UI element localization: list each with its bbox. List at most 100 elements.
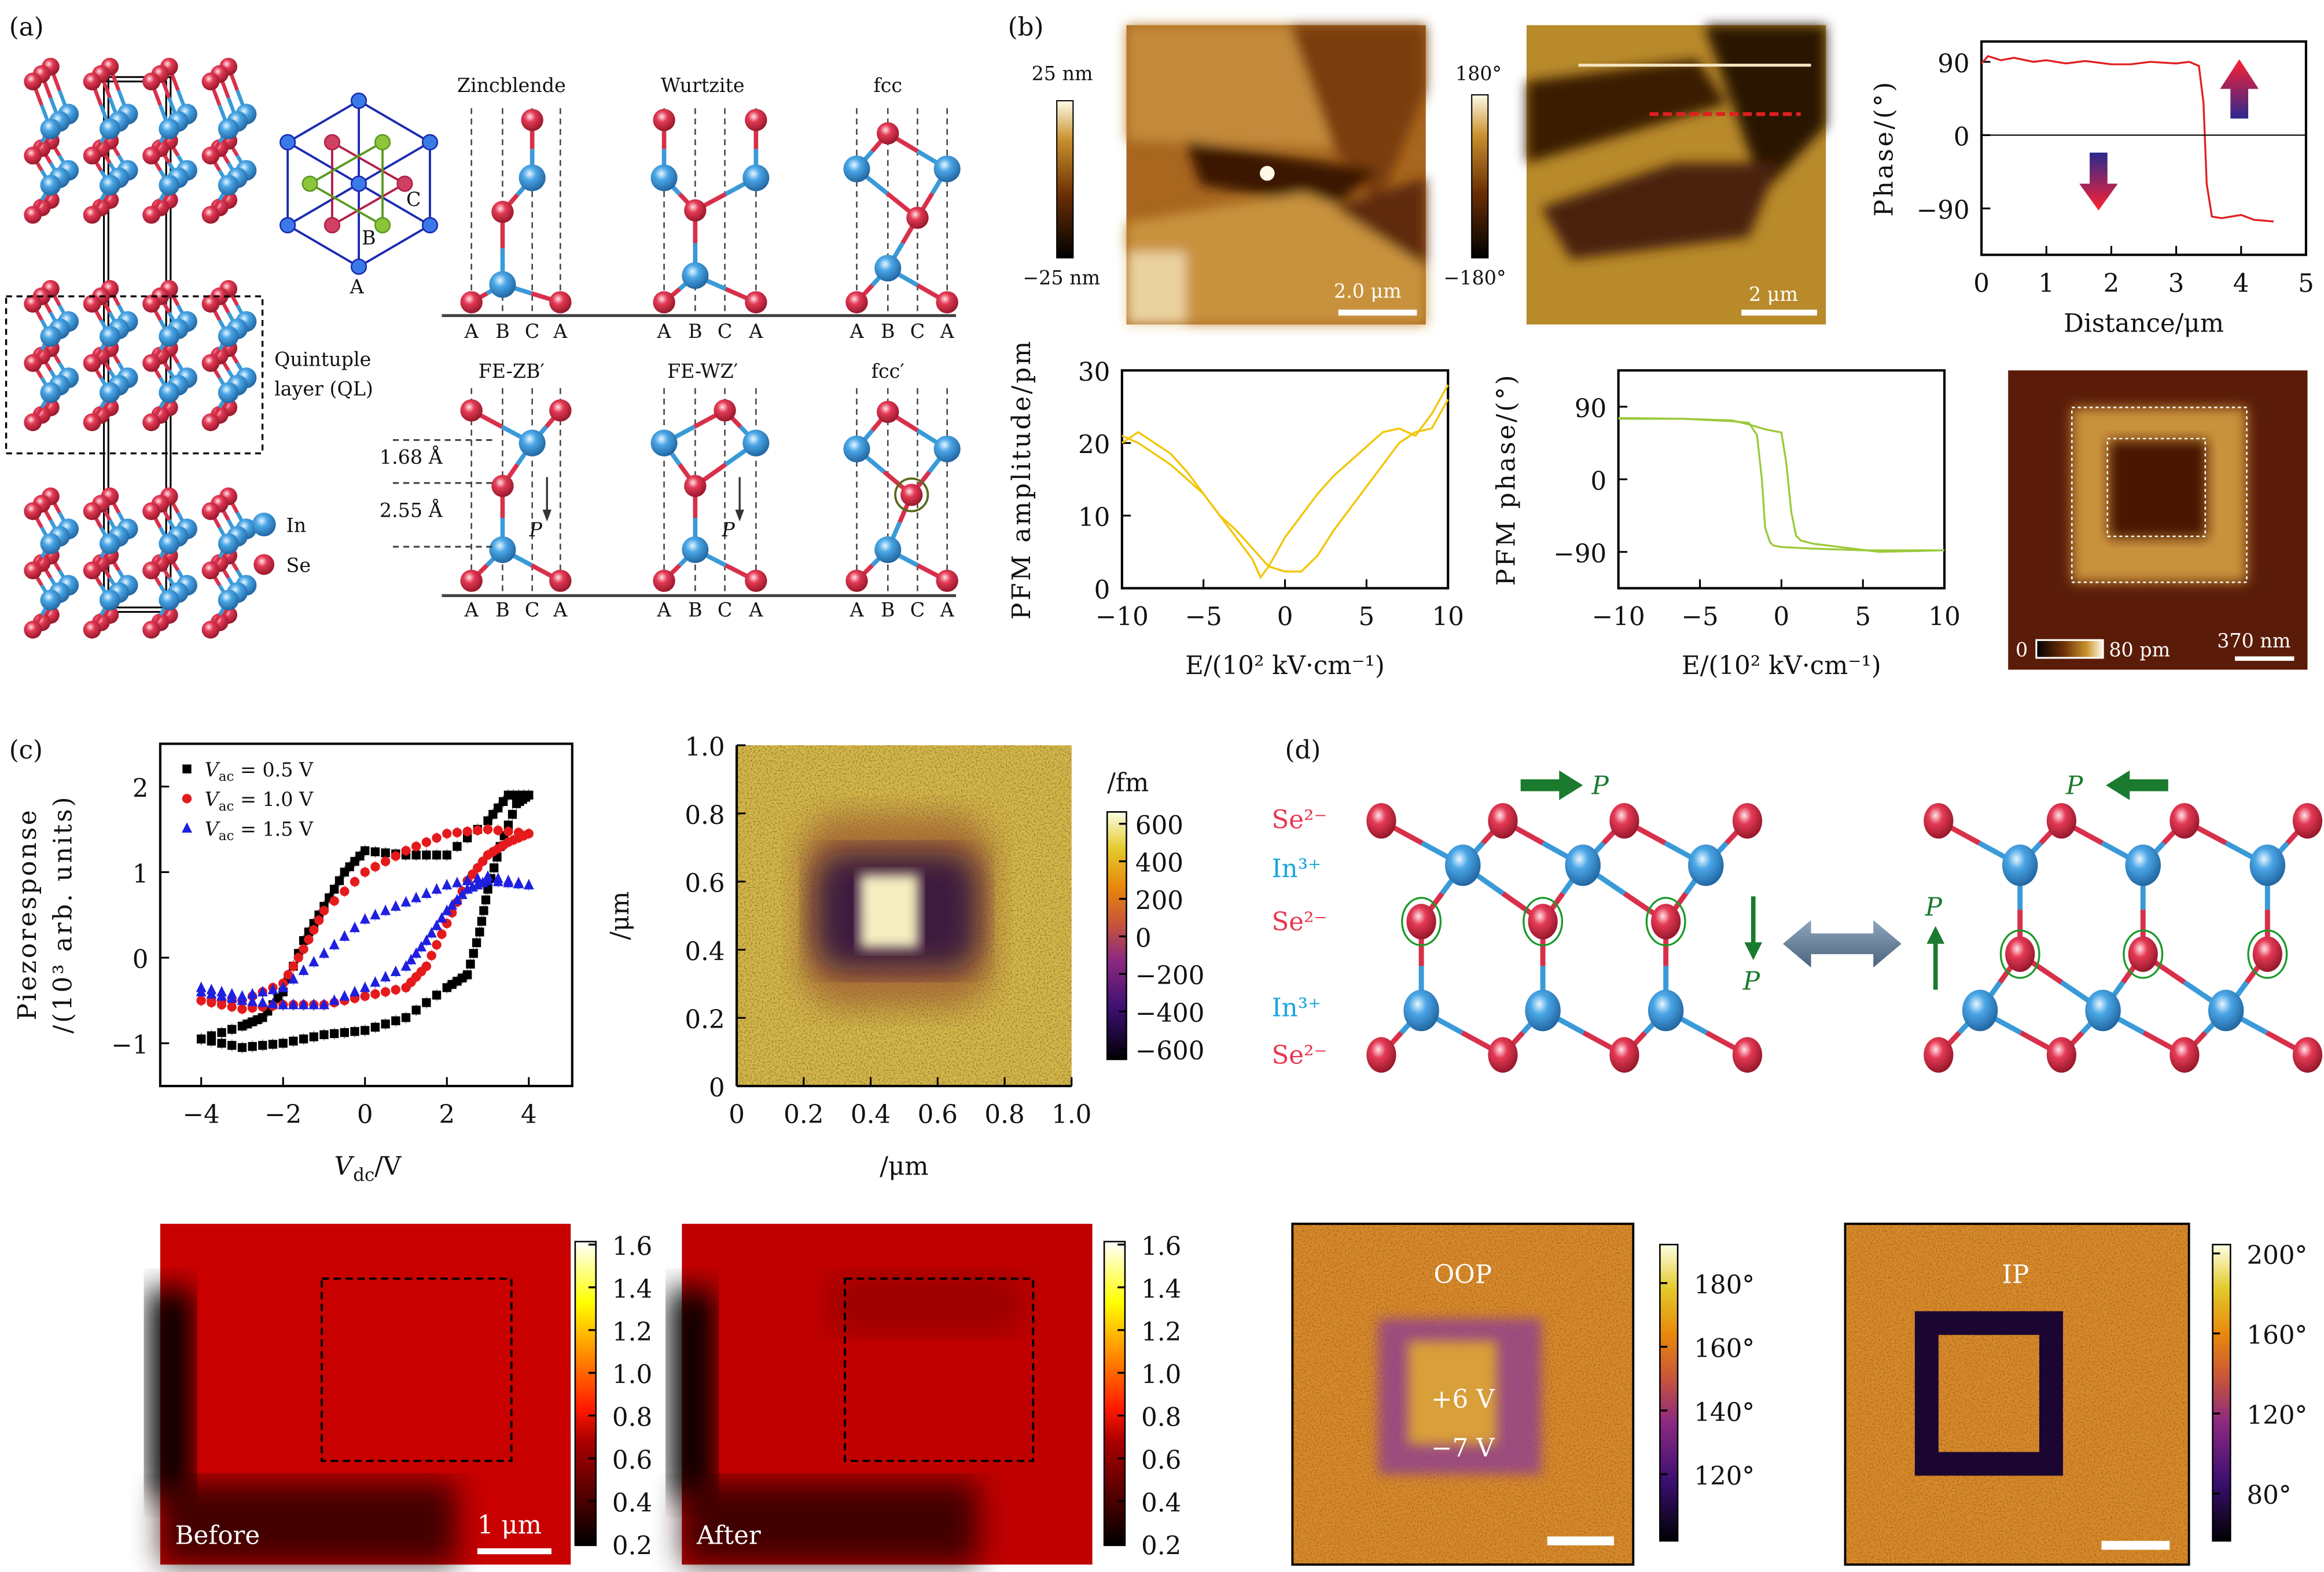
- data-point: [196, 1034, 206, 1044]
- data-point: [299, 944, 308, 954]
- oop-voltage-negative: −7 V: [1431, 1434, 1495, 1463]
- data-point: [380, 987, 391, 997]
- se-atom: [877, 400, 899, 424]
- se-atom: [2128, 936, 2158, 972]
- legend-se-atom-icon: [253, 554, 275, 575]
- plot-frame: [159, 742, 573, 1088]
- stacking-label: A: [849, 598, 864, 621]
- topography-colorbar-max: 25 nm: [1032, 62, 1093, 84]
- colorbar-tick-label: 0.2: [612, 1531, 652, 1560]
- x-tick-label: 1: [2038, 269, 2054, 298]
- data-point: [308, 999, 319, 1010]
- se-atom: [845, 569, 868, 592]
- se-atom: [201, 294, 220, 313]
- x-tick-label: −10: [1095, 603, 1149, 632]
- data-point: [340, 886, 350, 896]
- data-point: [319, 905, 329, 916]
- ip-phase-image: [1844, 1223, 2190, 1566]
- data-point: [457, 888, 468, 899]
- colorbar-tick-label: 200: [1135, 886, 1183, 915]
- x-tick-label: 0.6: [918, 1100, 958, 1129]
- se-atom: [2046, 1037, 2077, 1073]
- in-atom: [489, 536, 516, 564]
- data-point: [206, 984, 217, 995]
- colorbar-tick-label: 1.6: [612, 1232, 652, 1261]
- x-tick-label: 5: [1359, 603, 1375, 632]
- piezoresponse-x-axis-label: V_dc/V: [334, 1153, 402, 1186]
- data-point: [207, 1031, 216, 1040]
- data-point: [380, 856, 391, 867]
- stacking-label: C: [718, 320, 732, 343]
- data-point: [426, 927, 437, 938]
- colorbar-tick-label: 1.6: [1141, 1232, 1181, 1261]
- data-point: [481, 895, 491, 905]
- x-tick-label: 0.4: [851, 1100, 891, 1129]
- polarization-left-arrow-icon: [2106, 770, 2168, 800]
- data-point: [503, 826, 513, 837]
- polarization-down-arrow-icon: [2079, 152, 2118, 211]
- colorbar-tick-label: 1.0: [1141, 1361, 1181, 1390]
- stacking-label: B: [495, 598, 509, 621]
- se-atom: [906, 207, 929, 229]
- stacking-label: C: [525, 598, 539, 621]
- data-point: [329, 896, 339, 906]
- highlight-circle: [2123, 929, 2164, 979]
- stacking-position-labels: A B C A A B C A A B C AA B C A A B C A A B C A: [464, 320, 955, 621]
- se-atom: [2292, 1037, 2323, 1073]
- colorbar-tick-label: 0.8: [612, 1404, 652, 1433]
- a-site-atom: [421, 134, 439, 150]
- x-tick-label: 3: [2168, 269, 2185, 298]
- data-point: [390, 900, 401, 911]
- se-atom: [24, 413, 42, 432]
- in-atom: [99, 533, 120, 554]
- stacking-label: B: [688, 320, 702, 343]
- data-point: [411, 841, 421, 852]
- y-tick-label: 1: [133, 860, 149, 889]
- legend-marker-circle-icon: [182, 794, 192, 804]
- se-atom: [83, 502, 101, 520]
- data-point: [329, 1029, 339, 1039]
- y-tick-label: 0.2: [685, 1006, 725, 1034]
- data-point: [473, 826, 483, 835]
- panel-label-b: (b): [1008, 13, 1044, 42]
- se-atom: [142, 561, 160, 580]
- se-atom: [900, 484, 923, 506]
- y-axis-label-line2: /(10³ arb. units): [49, 795, 78, 1034]
- data-point: [258, 1041, 267, 1050]
- structure-title-fcc-prime: fcc′: [872, 360, 904, 382]
- data-point: [288, 973, 299, 984]
- stacking-label: B: [495, 320, 509, 343]
- data-point: [513, 877, 524, 888]
- in-atom: [2249, 844, 2286, 886]
- ip-colorbar: [2212, 1243, 2231, 1542]
- abc-stacking-hexagon: [280, 93, 439, 275]
- se-atom: [83, 354, 101, 372]
- legend-marker-square-icon: [182, 764, 192, 774]
- data-point: [309, 925, 319, 935]
- se-atom: [201, 354, 220, 372]
- data-point: [452, 827, 462, 838]
- se-atom: [1488, 1037, 1518, 1073]
- b-site-atom: [323, 217, 341, 234]
- se-atom: [142, 620, 160, 639]
- ion-label-se-top: Se²⁻: [1271, 805, 1327, 834]
- data-point: [359, 981, 370, 992]
- x-tick-label: 10: [1432, 603, 1464, 632]
- structure-title-fcc: fcc: [873, 74, 902, 97]
- se-atom: [142, 205, 160, 224]
- in-atom: [40, 590, 61, 611]
- stacking-label: C: [525, 320, 539, 343]
- se-atom: [1366, 1037, 1396, 1073]
- stacking-label: A: [748, 598, 763, 621]
- data-point: [406, 953, 417, 964]
- topography-scalebar-label: 2.0 μm: [1334, 280, 1402, 303]
- structure-title-fe-zb: FE-ZB′: [479, 360, 545, 382]
- data-point: [304, 934, 314, 945]
- data-point: [472, 872, 483, 883]
- highlight-circle: [894, 477, 929, 513]
- data-point: [462, 874, 473, 885]
- series-line-0: [1121, 384, 1449, 580]
- oop-colorbar: [1659, 1243, 1679, 1542]
- data-point: [237, 1021, 247, 1031]
